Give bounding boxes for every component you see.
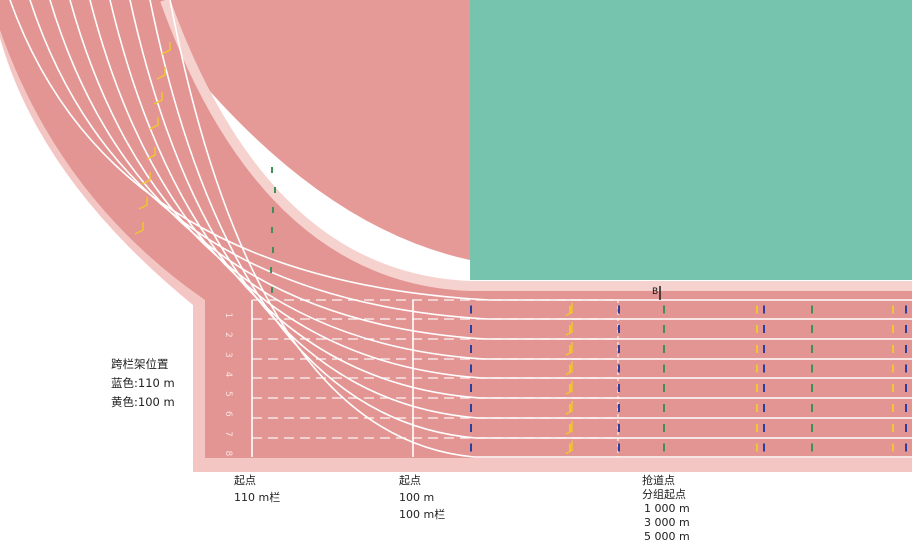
lane-number: 8 [223, 451, 233, 457]
hurdle-marks [134, 42, 907, 455]
lane-line [9, 0, 912, 301]
yellow-chevron [565, 322, 573, 336]
marker-break-line-1: 抢道点 [642, 474, 675, 487]
lane-numbers: 1 2 3 4 5 6 7 8 [223, 313, 233, 457]
lane-line [89, 0, 912, 379]
curve-hurdle-mark [134, 222, 144, 235]
inner-curb [160, 0, 912, 291]
marker-break-line-5: 5 000 m [644, 530, 690, 543]
curve-hurdle-mark [161, 42, 171, 55]
lane-line [129, 0, 912, 419]
legend-yellow: 黄色:100 m [111, 395, 175, 409]
lane-number: 1 [223, 313, 233, 319]
yellow-chevron [565, 421, 573, 435]
point-b-label: B [652, 287, 659, 297]
curve-hurdle-mark [149, 117, 159, 130]
yellow-chevron [565, 440, 573, 455]
yellow-chevron [565, 381, 573, 395]
marker-start-100-line-2: 100 m [399, 491, 435, 504]
yellow-chevron [565, 361, 573, 376]
marker-break-line-3: 1 000 m [644, 502, 690, 515]
marker-start-110h-line-2: 110 m栏 [234, 491, 281, 504]
curve-hurdle-mark [153, 92, 163, 105]
hurdle-legend: 跨栏架位置 蓝色:110 m 黄色:100 m [111, 355, 175, 412]
legend-blue: 蓝色:110 m [111, 376, 175, 390]
marker-break-line-4: 3 000 m [644, 516, 690, 529]
lane-line [169, 0, 912, 458]
legend-title: 跨栏架位置 [111, 357, 169, 371]
lane-line [149, 0, 912, 439]
curve-hurdle-mark [156, 67, 166, 80]
infield-green [470, 0, 912, 280]
lane-number: 7 [223, 431, 233, 437]
marker-start-110h: 起点 110 m栏 [234, 474, 280, 505]
lane-number: 4 [223, 372, 233, 378]
yellow-chevron [565, 302, 573, 317]
yellow-chevron [565, 401, 573, 415]
curve-hurdle-mark [141, 172, 151, 185]
marker-start-110h-line-1: 起点 [234, 474, 256, 487]
curve-hurdle-mark [138, 197, 148, 210]
infield-red [170, 0, 470, 260]
marker-start-100-line-1: 起点 [399, 474, 421, 487]
lane-number: 3 [223, 352, 233, 358]
lane-number: 2 [223, 332, 233, 338]
marker-break-line-2: 分组起点 [642, 488, 686, 501]
marker-break-point: 抢道点 分组起点 1 000 m 3 000 m 5 000 m [642, 474, 690, 544]
marker-start-100-line-3: 100 m栏 [399, 508, 446, 521]
curve-hurdle-mark [146, 147, 156, 160]
lane-number: 5 [223, 391, 233, 397]
lane-number: 6 [223, 411, 233, 417]
yellow-chevron [565, 342, 573, 356]
marker-start-100: 起点 100 m 100 m栏 [399, 474, 445, 522]
track-surface [0, 0, 912, 458]
